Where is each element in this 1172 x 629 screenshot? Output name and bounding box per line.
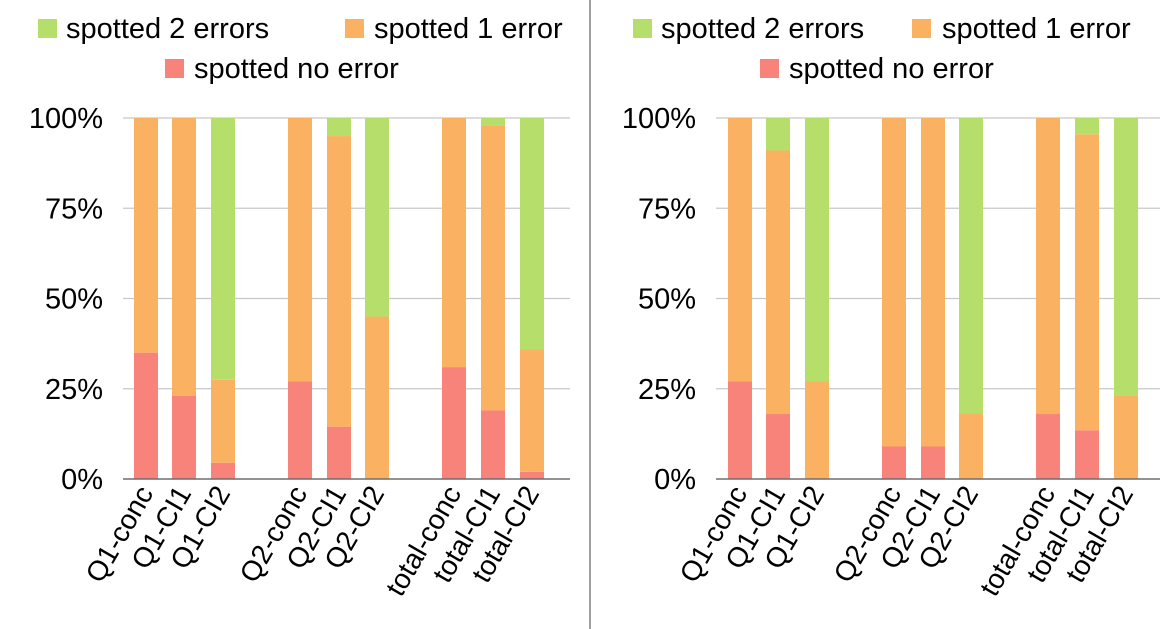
bar-q1-ci1-spotted-no-error [172, 395, 196, 479]
bar-q1-conc-spotted-1-error [728, 118, 752, 382]
legend-swatch-spotted-1-error [912, 19, 931, 38]
y-tick-label: 75% [45, 193, 103, 225]
bar-q2-ci1-spotted-1-error [327, 136, 351, 427]
chart-panel-1: spotted 2 errors spotted 1 error spotted n… [29, 13, 570, 601]
bar-total-conc-spotted-no-error [442, 367, 466, 479]
bar-q2-ci2-spotted-1-error [959, 414, 983, 479]
bar-q1-ci2-spotted-2-errors [805, 118, 829, 382]
bar-q1-conc-spotted-1-error [134, 118, 158, 353]
bar-total-ci2-spotted-2-errors [520, 118, 544, 350]
legend-swatch-spotted-2-errors [633, 19, 652, 38]
y-tick-label: 0% [61, 464, 103, 496]
legend-label-spotted-no-error: spotted no error [789, 53, 994, 85]
legend-swatch-spotted-2-errors [38, 19, 57, 38]
bar-q2-ci1-spotted-1-error [921, 118, 945, 447]
legend-label-spotted-2-errors: spotted 2 errors [661, 13, 864, 45]
bar-q2-conc-spotted-1-error [882, 118, 906, 447]
y-tick-label: 75% [638, 193, 696, 225]
bar-q2-ci2-spotted-1-error [365, 316, 389, 479]
bar-q2-conc-spotted-no-error [882, 446, 906, 479]
bar-total-ci1-spotted-2-errors [481, 118, 505, 126]
bar-q1-ci2-spotted-1-error [211, 379, 235, 463]
bar-q2-conc-spotted-1-error [288, 118, 312, 382]
bar-total-ci2-spotted-no-error [520, 471, 544, 479]
y-tick-label: 25% [638, 374, 696, 406]
bar-total-ci2-spotted-1-error [1114, 395, 1138, 479]
bar-total-ci1-spotted-2-errors [1075, 118, 1099, 135]
y-tick-label: 50% [638, 284, 696, 316]
bar-total-conc-spotted-no-error [1036, 414, 1060, 479]
legend: spotted 2 errors spotted 1 error spotted n… [38, 13, 563, 85]
bar-q1-ci1-spotted-no-error [766, 414, 790, 479]
bar-q2-ci1-spotted-no-error [921, 446, 945, 479]
bar-total-conc-spotted-1-error [442, 118, 466, 368]
chart-panel-2: spotted 2 errors spotted 1 error spotted n… [622, 13, 1160, 601]
bar-q2-ci1-spotted-2-errors [327, 118, 351, 137]
bar-q2-ci2-spotted-2-errors [959, 118, 983, 415]
bar-total-ci2-spotted-2-errors [1114, 118, 1138, 396]
bar-total-ci1-spotted-no-error [481, 410, 505, 479]
bar-q1-ci1-spotted-1-error [766, 150, 790, 415]
bar-total-conc-spotted-1-error [1036, 118, 1060, 415]
legend-label-spotted-1-error: spotted 1 error [942, 13, 1131, 45]
bar-q1-ci1-spotted-1-error [172, 118, 196, 396]
bar-q1-ci1-spotted-2-errors [766, 118, 790, 151]
bar-q1-ci2-spotted-1-error [805, 381, 829, 479]
y-tick-label: 25% [45, 374, 103, 406]
legend-label-spotted-no-error: spotted no error [194, 53, 399, 85]
bar-q1-ci2-spotted-2-errors [211, 118, 235, 380]
legend-label-spotted-2-errors: spotted 2 errors [66, 13, 269, 45]
bar-total-ci1-spotted-1-error [481, 125, 505, 411]
bar-total-ci1-spotted-no-error [1075, 430, 1099, 479]
legend-swatch-spotted-no-error [165, 59, 184, 78]
y-tick-label: 100% [622, 103, 696, 135]
bar-q2-ci1-spotted-no-error [327, 426, 351, 479]
y-tick-label: 100% [29, 103, 103, 135]
legend-swatch-spotted-1-error [345, 19, 364, 38]
bar-q1-conc-spotted-no-error [134, 352, 158, 479]
legend: spotted 2 errors spotted 1 error spotted n… [633, 13, 1131, 85]
bar-q1-conc-spotted-no-error [728, 381, 752, 479]
bar-q1-ci2-spotted-no-error [211, 462, 235, 479]
bar-q2-conc-spotted-no-error [288, 381, 312, 479]
y-tick-label: 50% [45, 284, 103, 316]
bar-q2-ci2-spotted-2-errors [365, 118, 389, 317]
legend-swatch-spotted-no-error [760, 59, 779, 78]
bar-total-ci2-spotted-1-error [520, 349, 544, 472]
bar-total-ci1-spotted-1-error [1075, 134, 1099, 431]
legend-label-spotted-1-error: spotted 1 error [374, 13, 563, 45]
y-tick-label: 0% [654, 464, 696, 496]
